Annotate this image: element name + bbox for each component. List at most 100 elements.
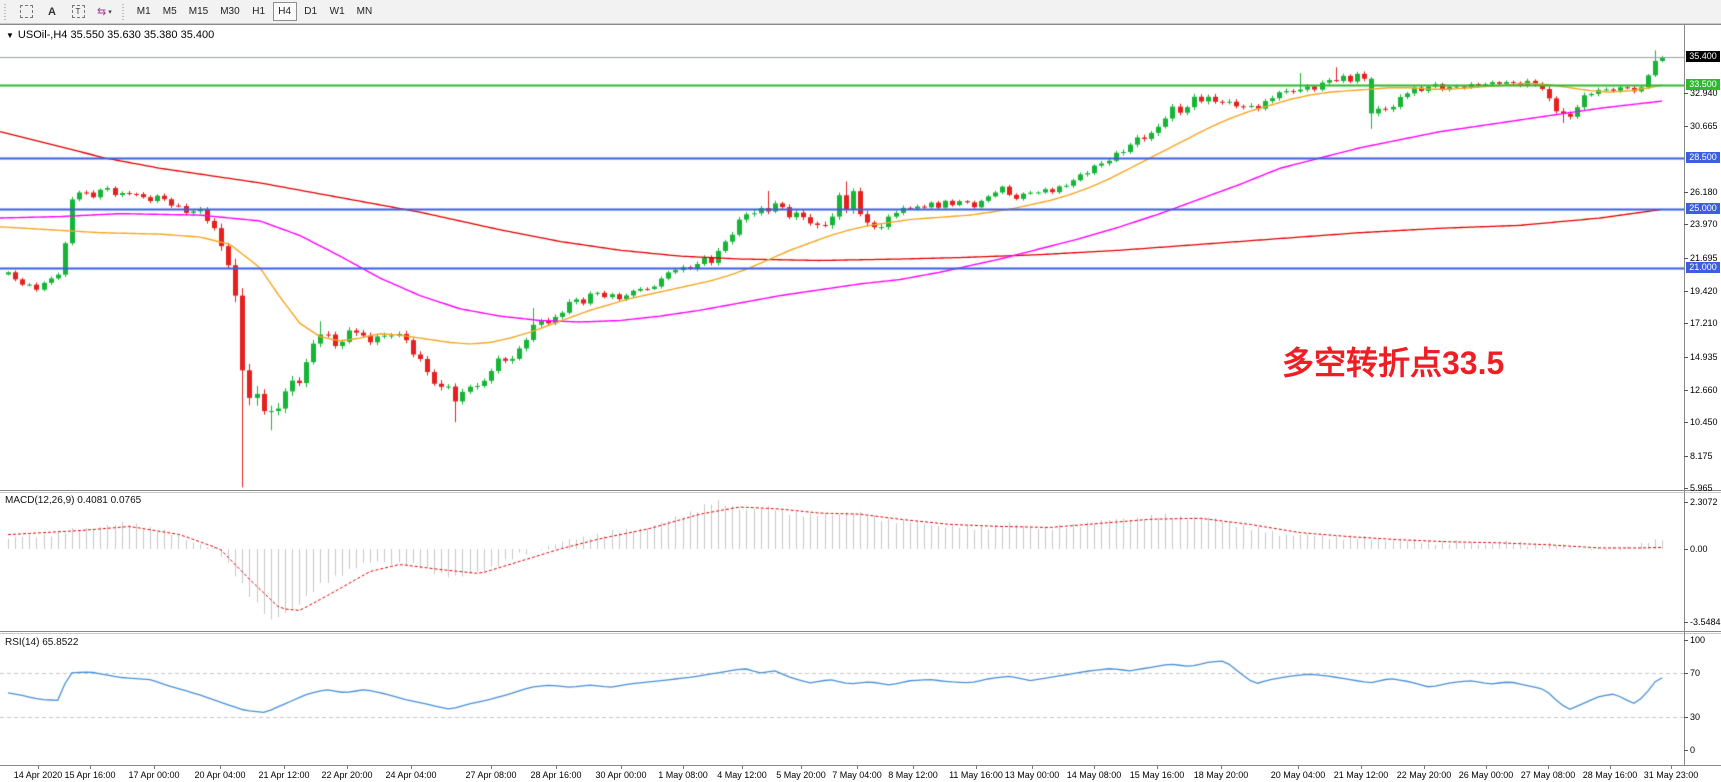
date-label: 14 Apr 2020 (13, 770, 63, 780)
rsi-tick-label: 30 (1690, 712, 1701, 722)
date-tick (491, 766, 492, 769)
date-tick (1032, 766, 1033, 769)
level-price-badge: 33.500 (1686, 79, 1720, 90)
timeframe-button-m5[interactable]: M5 (158, 2, 182, 21)
chart-top-border (0, 24, 1721, 25)
rsi-tick-label-tick (1684, 640, 1688, 641)
date-label: 11 May 16:00 (949, 770, 1003, 780)
price-tick-label: 26.180 (1690, 187, 1718, 197)
timeframe-button-h4[interactable]: H4 (272, 2, 297, 21)
date-label: 17 Apr 00:00 (128, 770, 180, 780)
date-tick (411, 766, 412, 769)
date-label: 28 May 16:00 (1582, 770, 1638, 780)
rsi-separator-top[interactable] (0, 631, 1721, 632)
date-label: 20 Apr 04:00 (194, 770, 246, 780)
date-tick (1548, 766, 1549, 769)
toolbar-group-handle[interactable] (121, 3, 127, 20)
price-axis-border (1684, 25, 1685, 765)
chart-title: ▼ USOil-,H4 35.550 35.630 35.380 35.400 (6, 29, 214, 41)
text-tool-button[interactable]: T (66, 2, 90, 21)
date-tick (90, 766, 91, 769)
chart-title-caret-icon[interactable]: ▼ (6, 30, 14, 40)
date-label: 18 May 20:00 (1193, 770, 1249, 780)
time-axis-border (0, 765, 1721, 766)
bid-price-badge: 35.400 (1686, 51, 1720, 62)
date-tick (1361, 766, 1362, 769)
date-label: 31 May 23:00 (1643, 770, 1699, 780)
date-tick (1157, 766, 1158, 769)
date-tick (38, 766, 39, 769)
price-tick-label-tick (1684, 488, 1688, 489)
date-tick (621, 766, 622, 769)
date-label: 24 Apr 04:00 (385, 770, 437, 780)
price-tick-label-tick (1684, 323, 1688, 324)
chevron-down-icon: ▾ (108, 8, 112, 16)
price-tick-label: 14.935 (1690, 352, 1718, 362)
label-tool-button[interactable]: A (40, 2, 64, 21)
price-tick-label-tick (1684, 456, 1688, 457)
selection-tool-button[interactable] (14, 2, 38, 21)
price-tick-label-tick (1684, 93, 1688, 94)
price-tick-label-tick (1684, 258, 1688, 259)
date-label: 27 Apr 08:00 (465, 770, 517, 780)
selection-tool-icon (19, 5, 33, 18)
price-tick-label: 21.695 (1690, 253, 1718, 263)
timeframe-button-m1[interactable]: M1 (132, 2, 156, 21)
date-label: 26 May 00:00 (1458, 770, 1514, 780)
date-tick (1424, 766, 1425, 769)
date-tick (1610, 766, 1611, 769)
date-tick (1486, 766, 1487, 769)
date-label: 21 Apr 12:00 (258, 770, 310, 780)
price-tick-label: 32.940 (1690, 88, 1718, 98)
timeframe-button-d1[interactable]: D1 (299, 2, 323, 21)
date-tick (220, 766, 221, 769)
macd-tick-label: 2.3072 (1690, 497, 1718, 507)
time-axis[interactable]: 14 Apr 2020 15 Apr 16:00 17 Apr 00:00 20 Ap… (0, 766, 1721, 782)
date-tick (742, 766, 743, 769)
level-price-badge: 21.000 (1686, 262, 1720, 273)
price-tick-label: 8.175 (1690, 451, 1713, 461)
macd-tick-label: 0.00 (1690, 544, 1708, 554)
date-label: 20 May 04:00 (1270, 770, 1326, 780)
price-tick-label: 17.210 (1690, 318, 1718, 328)
date-tick (1671, 766, 1672, 769)
timeframe-button-m15[interactable]: M15 (184, 2, 213, 21)
date-label: 13 May 00:00 (1004, 770, 1060, 780)
date-tick (913, 766, 914, 769)
price-tick-label: 30.665 (1690, 121, 1718, 131)
main-price-chart[interactable] (0, 25, 1684, 490)
rsi-tick-label: 0 (1690, 745, 1696, 755)
date-tick (1298, 766, 1299, 769)
date-label: 7 May 04:00 (832, 770, 882, 780)
toolbar: A T ⇆ ▾ M1 M5 M15 M30 H1 H4 D1 W1 MN (0, 0, 1721, 24)
date-label: 28 Apr 16:00 (530, 770, 582, 780)
rsi-indicator-chart[interactable] (0, 634, 1684, 765)
timeframe-button-w1[interactable]: W1 (325, 2, 350, 21)
macd-label: MACD(12,26,9) 0.4081 0.0765 (5, 495, 142, 506)
macd-indicator-chart[interactable] (0, 493, 1684, 631)
macd-tick-label-tick (1684, 502, 1688, 503)
timeframe-button-mn[interactable]: MN (352, 2, 378, 21)
macd-tick-label-tick (1684, 622, 1688, 623)
date-label: 22 May 20:00 (1396, 770, 1452, 780)
timeframe-button-group: M1 M5 M15 M30 H1 H4 D1 W1 MN (131, 2, 378, 21)
date-label: 15 Apr 16:00 (64, 770, 116, 780)
price-tick-label: 23.970 (1690, 219, 1718, 229)
macd-separator-top[interactable] (0, 490, 1721, 491)
date-label: 1 May 08:00 (658, 770, 708, 780)
level-price-badge: 25.000 (1686, 203, 1720, 214)
chart-annotation: 多空转折点33.5 (1282, 345, 1505, 381)
cycles-tool-button[interactable]: ⇆ ▾ (92, 2, 117, 21)
date-tick (1221, 766, 1222, 769)
timeframe-button-m30[interactable]: M30 (215, 2, 244, 21)
price-tick-label-tick (1684, 192, 1688, 193)
toolbar-drag-handle[interactable] (4, 3, 9, 20)
rsi-tick-label: 70 (1690, 668, 1701, 678)
timeframe-button-h1[interactable]: H1 (247, 2, 271, 21)
date-tick (801, 766, 802, 769)
date-tick (976, 766, 977, 769)
macd-tick-label: -3.5484 (1690, 617, 1721, 627)
date-label: 27 May 08:00 (1520, 770, 1576, 780)
date-tick (347, 766, 348, 769)
date-label: 5 May 20:00 (776, 770, 826, 780)
